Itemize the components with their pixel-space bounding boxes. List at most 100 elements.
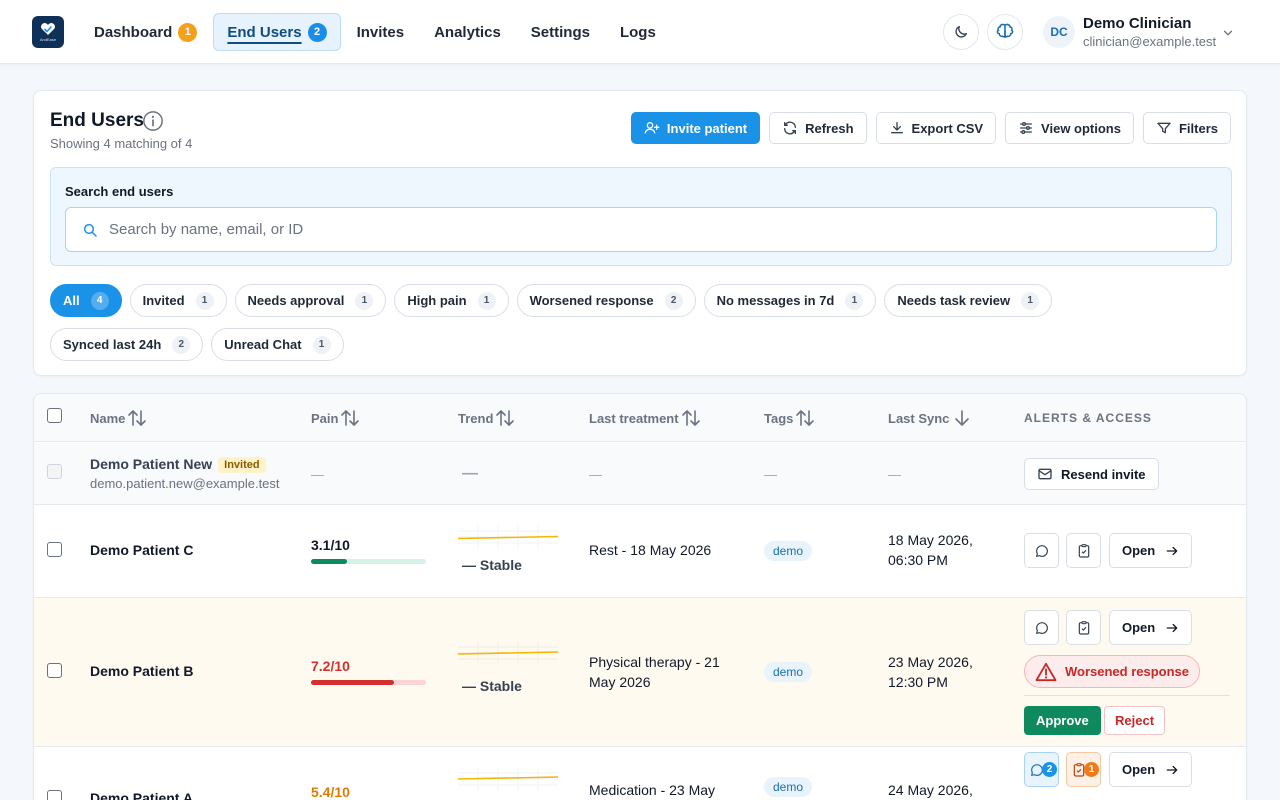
column-tags[interactable]: Tags [764,409,815,427]
patient-name[interactable]: Demo Patient B [90,663,194,679]
user-email: clinician@example.test [1083,34,1217,49]
pain-bar-fill [311,680,394,685]
approve-button[interactable]: Approve [1024,706,1101,735]
column-trend[interactable]: Trend [458,409,515,427]
column-last-sync-label: Last Sync [888,410,950,426]
table-row[interactable]: Demo Patient C 3.1/10 — Stable Rest - 18… [34,505,1246,598]
filter-chip-all[interactable]: All 4 [50,284,122,317]
filter-chip-high-pain[interactable]: High pain 1 [394,284,509,317]
tags-empty: — [764,467,777,482]
column-tags-label: Tags [764,410,794,426]
search-field[interactable] [65,207,1217,252]
accessibility-button[interactable] [987,14,1023,50]
open-patient-button[interactable]: Open [1109,610,1193,645]
refresh-button[interactable]: Refresh [769,112,867,144]
nav-end-users[interactable]: End Users 2 [213,13,341,51]
patient-name[interactable]: Demo Patient A [90,790,193,800]
dark-mode-toggle-button[interactable] [943,14,979,50]
table-header: Name Pain Trend Last treatment Tags Last… [34,394,1246,442]
chat-button-unread[interactable]: 2 [1024,752,1059,787]
column-pain[interactable]: Pain [311,409,360,427]
nav-logs[interactable]: Logs [606,13,670,51]
filter-chip-count: 1 [355,291,374,310]
logo-text: AndEase [39,37,57,42]
tasks-button-pending[interactable]: 1 [1066,752,1101,787]
chat-button[interactable] [1024,610,1059,645]
open-patient-button[interactable]: Open [1109,533,1193,568]
table-row[interactable]: Demo Patient B 7.2/10 — Stable Physical … [34,598,1246,747]
resend-invite-button[interactable]: Resend invite [1024,458,1159,490]
results-summary: Showing 4 matching of 4 [50,136,193,151]
sort-both-icon [796,410,815,426]
alert-label: Worsened response [1065,664,1190,679]
nav-dashboard-badge: 1 [178,22,198,42]
logo-heart-icon [41,23,55,35]
open-label: Open [1122,762,1156,777]
table-row[interactable]: Demo Patient A 5.4/10 Medication - 23 Ma… [34,747,1246,800]
filter-chip-needs-approval[interactable]: Needs approval 1 [234,284,387,317]
nav-analytics-label: Analytics [434,23,501,41]
user-plus-icon [644,122,660,134]
filter-chip-needs-task-review[interactable]: Needs task review 1 [884,284,1053,317]
chat-button[interactable] [1024,533,1059,568]
patient-name[interactable]: Demo Patient C [90,542,194,558]
download-icon [890,122,903,134]
view-options-button[interactable]: View options [1005,112,1134,144]
filter-chip-count: 1 [1021,291,1040,310]
nav-end-users-badge: 2 [307,22,327,42]
tasks-button[interactable] [1066,533,1101,568]
column-last-treatment[interactable]: Last treatment [589,409,701,427]
column-last-sync[interactable]: Last Sync [888,409,973,427]
worsened-response-alert[interactable]: Worsened response [1024,655,1201,688]
filter-chip-unread-chat[interactable]: Unread Chat 1 [211,328,344,361]
tag-badge[interactable]: demo [764,662,813,682]
chevron-down-icon[interactable] [1221,26,1235,40]
patient-name[interactable]: Demo Patient New Invited [90,456,266,473]
invite-patient-label: Invite patient [666,120,748,136]
page-title: End Users [50,110,144,131]
column-name[interactable]: Name [90,409,147,427]
search-input[interactable] [109,208,1209,251]
patient-email: demo.patient.new@example.test [90,476,280,491]
user-name[interactable]: Demo Clinician [1083,15,1192,32]
chat-bubble-icon [1035,544,1048,557]
info-icon[interactable] [142,110,164,132]
last-sync-date: 23 May 2026, [888,654,973,670]
export-csv-button[interactable]: Export CSV [875,112,997,144]
select-all-checkbox[interactable] [47,408,62,423]
filters-button[interactable]: Filters [1142,112,1231,144]
invite-patient-button[interactable]: Invite patient [630,112,761,144]
row-checkbox[interactable] [47,790,62,800]
filter-chip-count: 4 [90,291,109,310]
column-alerts-label: ALERTS & ACCESS [1024,411,1152,425]
user-avatar[interactable]: DC [1043,16,1075,48]
row-checkbox[interactable] [47,542,62,557]
filter-chip-worsened-response[interactable]: Worsened response 2 [516,284,696,317]
filter-chip-no-messages[interactable]: No messages in 7d 1 [703,284,877,317]
patient-name-text: Demo Patient New [90,456,213,472]
pain-bar [311,680,426,685]
search-label: Search end users [65,184,174,199]
sort-desc-icon [955,410,970,426]
view-options-label: View options [1041,120,1121,136]
filter-chip-invited[interactable]: Invited 1 [129,284,227,317]
filter-chip-count: 1 [845,291,864,310]
column-alerts-access: ALERTS & ACCESS [1024,411,1152,425]
nav-invites[interactable]: Invites [343,13,419,51]
table-row[interactable]: Demo Patient New Invited demo.patient.new… [34,443,1246,505]
nav-analytics[interactable]: Analytics [420,13,515,51]
trend-sparkline [458,525,558,549]
app-logo[interactable]: AndEase [32,16,64,48]
open-patient-button[interactable]: Open [1109,752,1193,787]
trend-sparkline [458,641,558,665]
nav-dashboard[interactable]: Dashboard 1 [80,13,211,51]
main-nav: Dashboard 1 End Users 2 Invites Analytic… [80,13,670,51]
tag-badge[interactable]: demo [764,541,813,561]
filter-chip-synced-24h[interactable]: Synced last 24h 2 [50,328,204,361]
row-checkbox[interactable] [47,663,62,678]
tasks-button[interactable] [1066,610,1101,645]
reject-button[interactable]: Reject [1104,706,1166,735]
end-users-header-card: End Users Showing 4 matching of 4 Invite… [33,90,1247,376]
tag-badge[interactable]: demo [764,777,813,797]
nav-settings[interactable]: Settings [517,13,604,51]
